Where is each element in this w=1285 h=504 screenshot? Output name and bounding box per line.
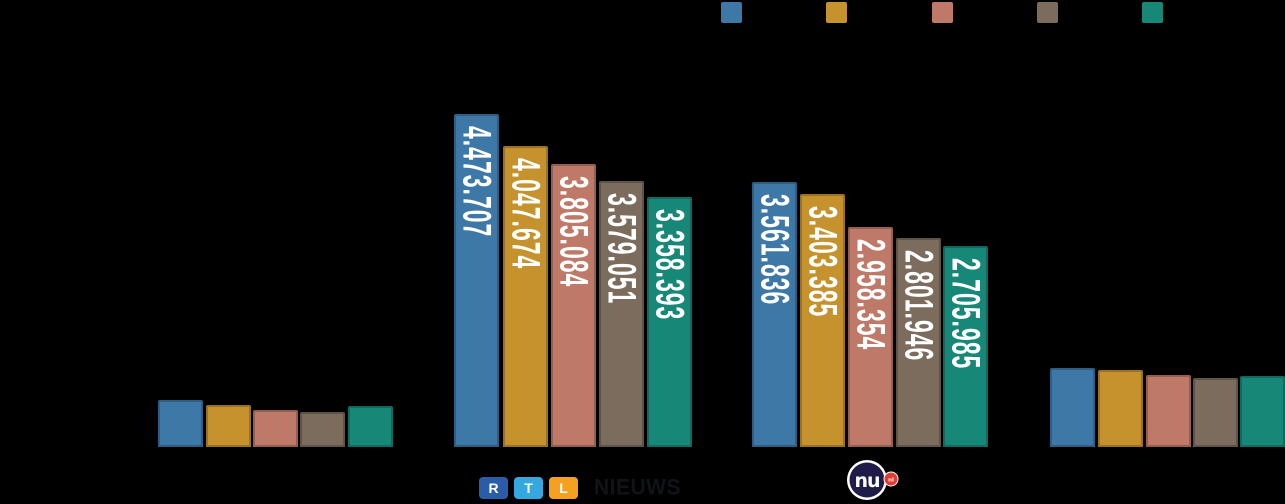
nu-text: nu bbox=[854, 470, 879, 492]
legend-swatch-series-1 bbox=[721, 2, 742, 23]
bar-group3-series-4: 2.801.946 bbox=[896, 238, 942, 447]
legend-swatch-series-3 bbox=[932, 2, 953, 23]
bar-group4-series-3 bbox=[1146, 375, 1191, 447]
bar-value-label: 3.805.084 bbox=[551, 176, 598, 288]
bar-group1-series-4 bbox=[300, 412, 345, 447]
bar-group3-series-1: 3.561.836 bbox=[752, 182, 798, 447]
bar-group2-series-1: 4.473.707 bbox=[454, 114, 500, 447]
rtl-l-square: L bbox=[549, 477, 578, 499]
bar-value-label: 2.705.985 bbox=[943, 258, 990, 370]
bar-group1-series-2 bbox=[206, 405, 251, 447]
bar-group4-series-5 bbox=[1240, 376, 1285, 447]
bar-group2-series-5: 3.358.393 bbox=[647, 197, 693, 447]
rtl-r-square: R bbox=[479, 477, 508, 499]
bar-value-label: 4.473.707 bbox=[454, 126, 501, 238]
legend-swatch-series-2 bbox=[826, 2, 847, 23]
bar-group2-series-2: 4.047.674 bbox=[503, 146, 549, 447]
legend-swatch-series-4 bbox=[1037, 2, 1058, 23]
bar-group4-series-2 bbox=[1098, 370, 1143, 447]
bar-group1-series-1 bbox=[158, 400, 203, 447]
rtl-nieuws-wordmark: NIEUWS bbox=[594, 475, 681, 500]
bar-group2-series-3: 3.805.084 bbox=[551, 164, 597, 447]
bar-group3-series-5: 2.705.985 bbox=[943, 246, 989, 447]
nu-nl-logo: nu nl bbox=[845, 458, 907, 503]
bar-group4-series-1 bbox=[1050, 368, 1095, 447]
bar-value-label: 2.958.354 bbox=[848, 239, 895, 351]
bar-value-label: 3.358.393 bbox=[647, 209, 694, 321]
rtl-t-square: T bbox=[514, 477, 543, 499]
bar-group2-series-4: 3.579.051 bbox=[599, 181, 645, 447]
bar-value-label: 3.403.385 bbox=[800, 206, 847, 318]
bar-group3-series-3: 2.958.354 bbox=[848, 227, 894, 447]
bar-group1-series-5 bbox=[348, 406, 393, 447]
bar-value-label: 2.801.946 bbox=[896, 250, 943, 362]
bar-value-label: 3.579.051 bbox=[599, 193, 646, 305]
bar-group4-series-4 bbox=[1193, 378, 1238, 447]
rtl-nieuws-logo: R T L NIEUWS bbox=[479, 475, 681, 500]
nu-nl-badge-text: nl bbox=[888, 478, 894, 484]
nu-circle bbox=[849, 462, 885, 498]
bar-value-label: 3.561.836 bbox=[752, 194, 799, 306]
bar-value-label: 4.047.674 bbox=[503, 158, 550, 270]
legend-swatch-series-5 bbox=[1142, 2, 1163, 23]
bar-group3-series-2: 3.403.385 bbox=[800, 194, 846, 447]
nu-nl-badge bbox=[883, 471, 899, 487]
bar-group1-series-3 bbox=[253, 410, 298, 447]
